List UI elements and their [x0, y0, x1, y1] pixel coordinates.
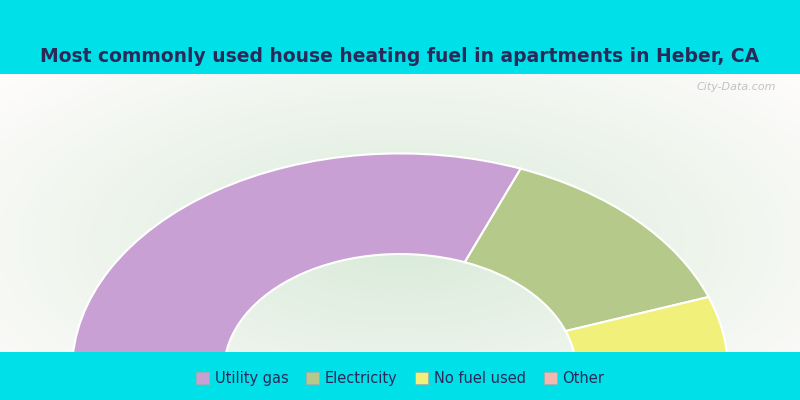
Wedge shape — [72, 154, 521, 370]
Text: Most commonly used house heating fuel in apartments in Heber, CA: Most commonly used house heating fuel in… — [41, 47, 759, 66]
Text: City-Data.com: City-Data.com — [697, 82, 776, 92]
Legend: Utility gas, Electricity, No fuel used, Other: Utility gas, Electricity, No fuel used, … — [190, 365, 610, 392]
Wedge shape — [576, 357, 728, 370]
Wedge shape — [465, 169, 709, 331]
Wedge shape — [566, 297, 727, 363]
